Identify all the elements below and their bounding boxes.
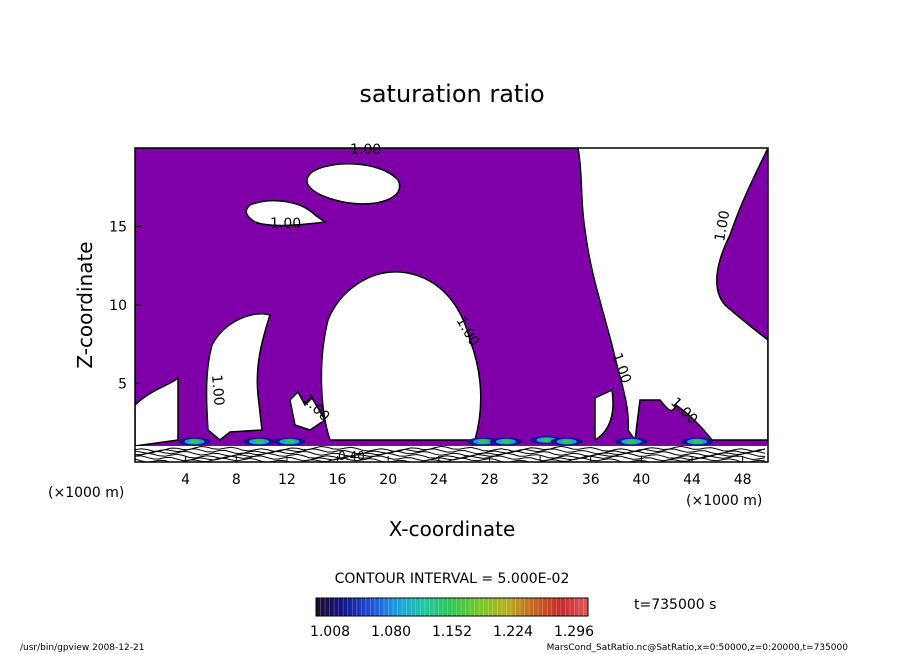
blob-core (692, 439, 703, 444)
surface-contour-line (135, 450, 766, 457)
y-tick-label: 15 (109, 220, 127, 236)
y-axis-ticks: 5 10 15 (109, 220, 141, 393)
blob-core (478, 439, 489, 444)
high-saturation-blobs (178, 436, 714, 446)
x-tick-label: 48 (734, 472, 752, 488)
x-tick-label: 36 (582, 472, 600, 488)
plot-area (135, 148, 768, 462)
blob-core (626, 439, 637, 444)
supersaturated-region (135, 148, 768, 462)
x-axis-label: X-coordinate (389, 517, 516, 541)
y-tick-label: 5 (118, 377, 127, 393)
contour-label: 1.00 (299, 392, 332, 425)
x-tick-label: 40 (632, 472, 650, 488)
surface-contour-line (135, 445, 766, 452)
blob-core (541, 438, 552, 442)
colorbar-tick-label: 1.008 (310, 624, 350, 640)
time-label: t=735000 s (634, 597, 716, 613)
x-tick-label: 16 (329, 472, 347, 488)
x-tick-label: 4 (181, 472, 190, 488)
x-tick-label: 8 (232, 472, 241, 488)
contour-label: 1.00 (270, 216, 301, 232)
contour-label: 1.00 (712, 209, 733, 242)
chart-title: saturation ratio (359, 80, 544, 108)
x-tick-label: 32 (531, 472, 549, 488)
blob-core (189, 439, 200, 444)
surface-contours (135, 445, 766, 462)
y-tick-label: 10 (109, 298, 127, 314)
surface-contour-line (135, 457, 766, 462)
surface-contour-line (135, 455, 766, 462)
contour-label: 1.00 (208, 374, 227, 406)
x-tick-label: 12 (278, 472, 296, 488)
x-axis-ticks: 4 8 12 16 20 24 28 32 36 40 44 48 (181, 456, 752, 488)
x-axis-unit-right: (×1000 m) (686, 493, 762, 509)
contour-label: 0.40 (338, 449, 365, 463)
x-tick-label: 44 (683, 472, 701, 488)
blob-core (561, 439, 572, 444)
surface-contour-line (135, 448, 766, 455)
contour-interval-label: CONTOUR INTERVAL = 5.000E-02 (335, 571, 570, 587)
contour-label: 1.00 (350, 142, 381, 158)
x-axis-unit-left: (×1000 m) (48, 485, 124, 501)
colorbar-ticks: 1.008 1.080 1.152 1.224 1.296 (310, 598, 594, 640)
colorbar-tick-label: 1.296 (554, 624, 594, 640)
footer-left: /usr/bin/gpview 2008-12-21 (20, 643, 144, 653)
colorbar-tick-label: 1.080 (371, 624, 411, 640)
footer-right: MarsCond_SatRatio.nc@SatRatio,x=0:50000,… (547, 643, 849, 653)
surface-contour-line (135, 452, 766, 459)
blob-core (500, 439, 511, 444)
x-tick-label: 20 (379, 472, 397, 488)
colorbar-tick-label: 1.224 (493, 624, 533, 640)
x-tick-label: 28 (481, 472, 499, 488)
colorbar-tick-label: 1.152 (432, 624, 472, 640)
y-axis-label: Z-coordinate (73, 241, 97, 368)
blob-core (254, 439, 265, 444)
x-tick-label: 24 (430, 472, 448, 488)
colorbar (315, 597, 589, 617)
blob-core (284, 439, 295, 444)
